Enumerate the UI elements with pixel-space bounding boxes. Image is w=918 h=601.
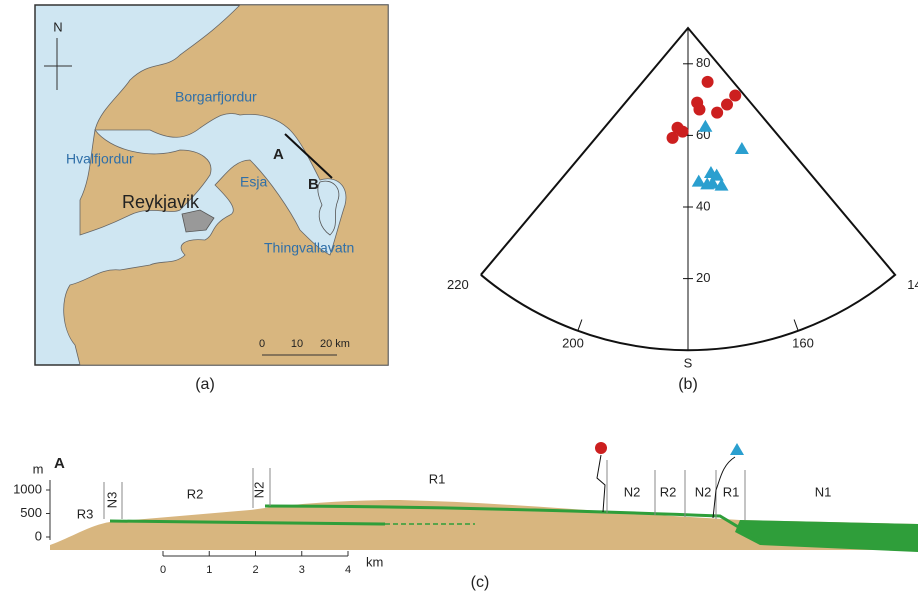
point [667,132,679,144]
tick-label: 160 [792,335,814,350]
point [721,99,733,111]
tick-label: 140 [907,277,918,292]
north-label: N [53,19,62,34]
place: Thingvallavatn [264,240,354,256]
tick-label: 0 [35,528,42,543]
caption: (b) [678,376,698,393]
tick-label: 4 [345,564,351,576]
tick-label: 40 [696,198,710,213]
tick-label: 2 [252,564,258,576]
tick-label: S [684,356,693,371]
scale-label: 0 [259,338,265,350]
point [702,76,714,88]
tick-label: 1000 [13,481,42,496]
map: N Borgarfjordur Hvalfjordur Reykjavik Es… [35,5,388,393]
unit-label: N2 [251,482,266,499]
unit-label: N3 [104,492,119,509]
unit-label: N2 [624,484,641,499]
unit-label: N1 [815,484,832,499]
point [735,142,749,154]
sample-symbol [595,442,607,454]
place: Reykjavik [122,192,200,212]
point [698,120,712,132]
y-unit: m [33,461,44,476]
tick [578,319,582,330]
scale-label: 20 km [320,338,350,350]
tick-label: 200 [562,335,584,350]
figure: N Borgarfjordur Hvalfjordur Reykjavik Es… [0,0,918,601]
cross-section: A m km (c) 0 500 1000 0 1 2 3 4 R3 N3 R2 N2 R1 N2 R2 N2… [13,442,918,591]
unit-label: R2 [660,484,677,499]
scale-unit: km [366,554,383,569]
unit-label: R1 [723,484,740,499]
unit-label: N2 [695,484,712,499]
place: Hvalfjordur [66,151,134,167]
tick [887,266,895,275]
point [711,107,723,119]
tick-label: 20 [696,270,710,285]
point [672,122,684,134]
scale-label: 10 [291,338,303,350]
place: Esja [240,174,267,190]
sample-arrow [597,455,605,512]
tick-label: 500 [20,505,42,520]
tick-label: 1 [206,564,212,576]
point [693,104,705,116]
tick-label: 220 [447,277,469,292]
point [729,89,741,101]
stereoplot: (b) 20406080220200S160140 [447,28,918,393]
tick-label: 3 [299,564,305,576]
tick-label: 0 [160,564,166,576]
tick-label: 80 [696,55,710,70]
sample-symbol [730,443,744,455]
caption: (c) [471,574,490,591]
unit-label: R3 [77,506,94,521]
tick [481,266,489,275]
section-end: B [308,176,319,193]
caption: (a) [195,376,215,393]
section-end: A [54,455,65,472]
tick [794,319,798,330]
unit-label: R1 [429,471,446,486]
place: Borgarfjordur [175,89,257,105]
section-end: A [273,146,284,163]
unit-label: R2 [187,486,204,501]
